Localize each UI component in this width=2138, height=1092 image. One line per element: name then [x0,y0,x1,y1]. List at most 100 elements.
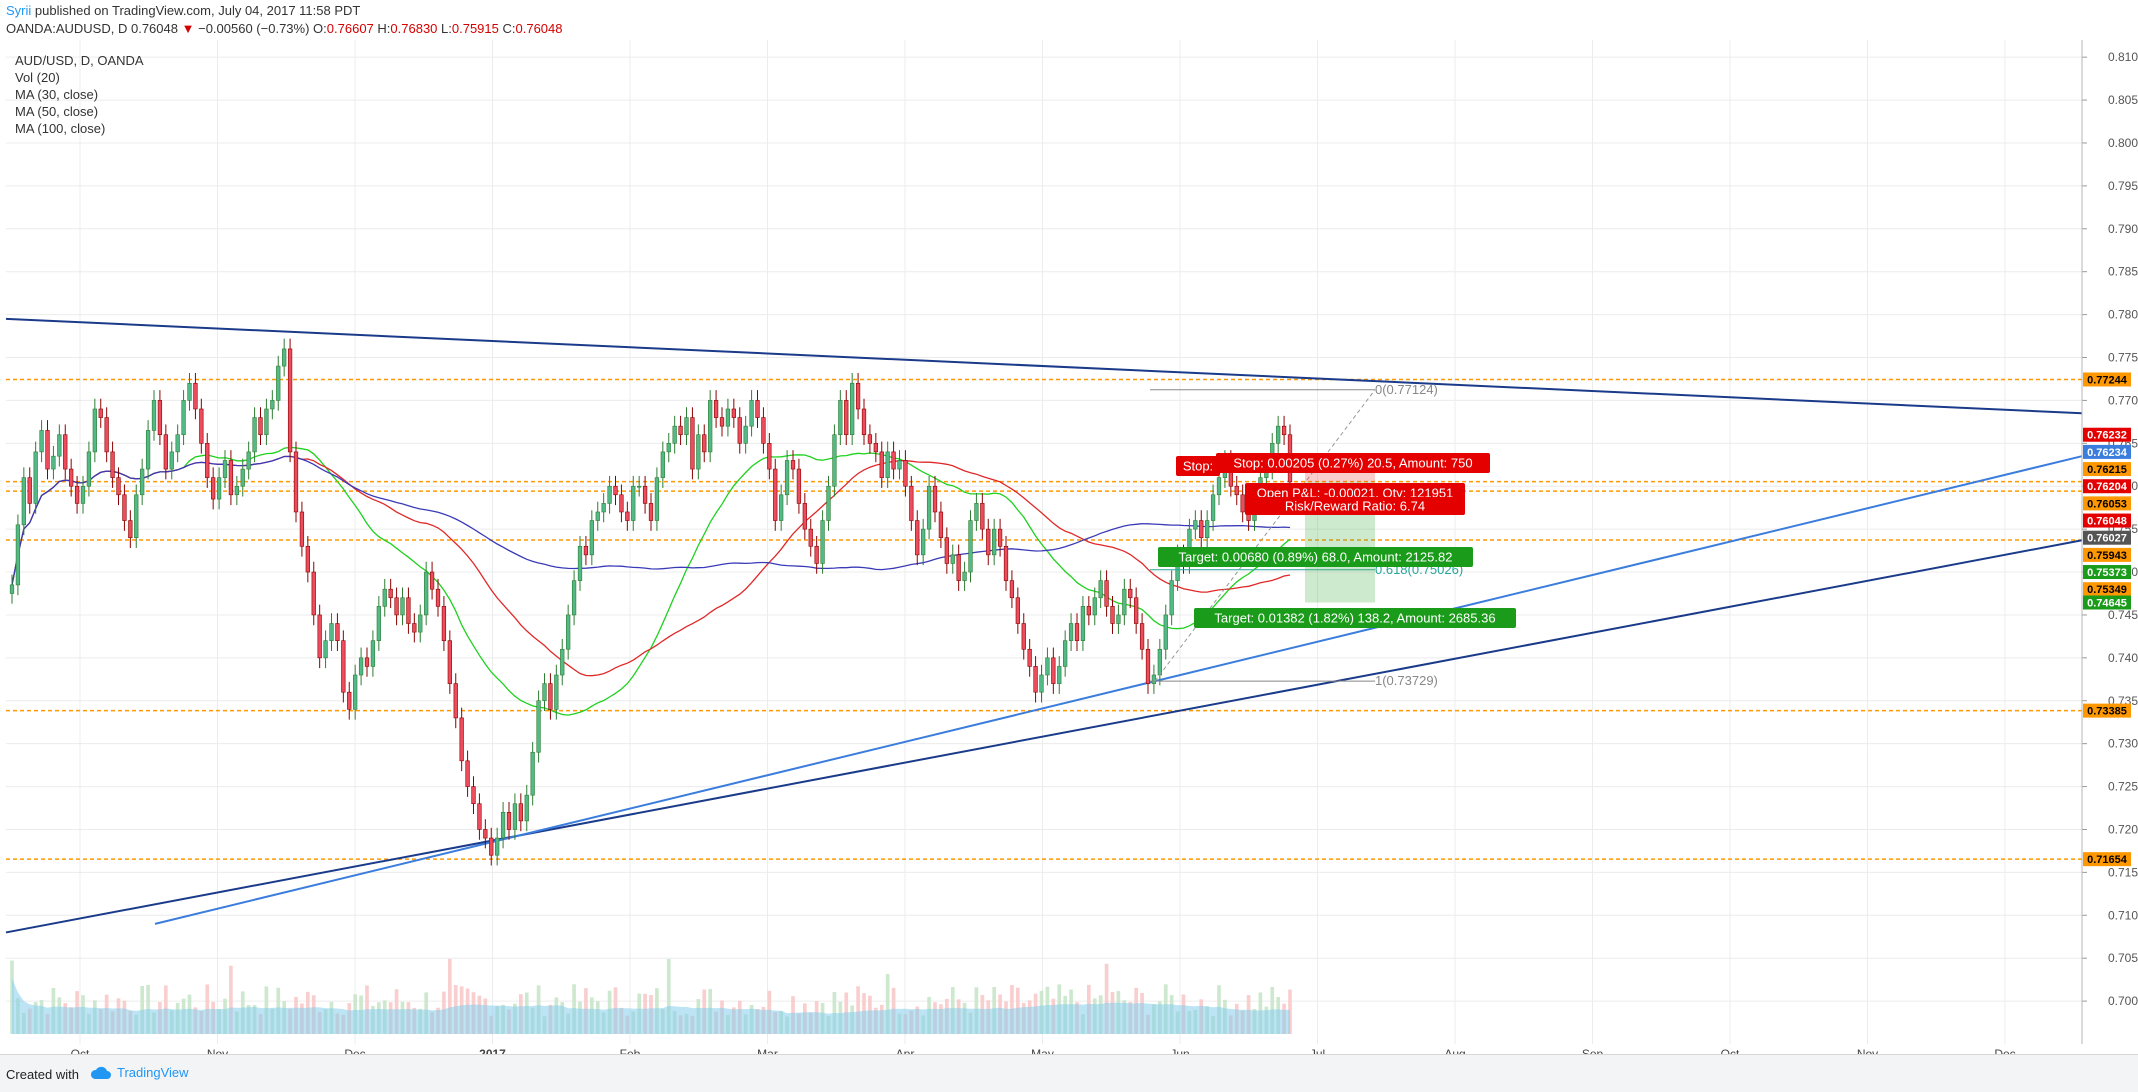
tradingview-logo[interactable]: TradingView [90,1065,189,1080]
candle-body [500,812,506,839]
target2-label-text: Target: 0.01382 (1.82%) 138.2, Amount: 2… [1214,611,1495,626]
candle-body [1151,674,1157,684]
candle-body [1145,648,1151,684]
price-tag-label: 0.76215 [2087,464,2127,476]
candle-body [287,348,293,453]
stop-short-text: Stop: [1183,459,1213,474]
candle-body [45,430,50,470]
candle-body [524,794,529,822]
candle-body [577,545,583,581]
candle-body [175,434,180,453]
candle-body [607,485,612,504]
candle-body [1063,640,1068,667]
price-tag-label: 0.76053 [2087,498,2127,510]
candle-body [879,451,884,478]
candle-body [666,443,671,453]
candle-body [429,571,435,590]
legend-ma50[interactable]: MA (50, close) [15,104,99,119]
y-tick-label: 0.81000 [2108,50,2138,64]
candle-body [583,545,589,556]
candle-body [648,503,654,521]
candle-body [536,700,541,753]
price-tag-label: 0.77244 [2087,374,2128,386]
tradingview-brand[interactable]: TradingView [117,1065,189,1080]
candle-body [696,434,701,470]
candle-body [708,400,713,453]
legend-volume[interactable]: Vol (20) [15,70,60,85]
candle-body [358,657,364,676]
candle-body [335,623,340,641]
price-axis[interactable]: 0.81000 0.80500 0.80000 0.79500 0.79000 0.785… [2081,40,2138,1044]
candle-body [802,503,807,530]
candle-body [737,417,742,444]
legend-ma100[interactable]: MA (100, close) [15,121,106,136]
fib-diagonal [1154,389,1376,682]
candle-body [678,425,683,436]
candle-body [749,400,754,427]
candle-body [932,485,938,513]
candle-body [560,648,565,676]
legend-ma30[interactable]: MA (30, close) [15,87,99,102]
candle-body [861,408,867,436]
candle-body [128,520,133,539]
candle-body [613,485,618,496]
candle-body [820,520,825,564]
candle-body [163,434,168,470]
candle-body [157,400,163,436]
candle-body [376,606,381,641]
y-tick-label: 0.72000 [2108,822,2138,836]
candle-body [1193,520,1198,530]
candle-body [122,494,127,521]
y-tick-label: 0.78000 [2108,308,2138,322]
candle-body [974,503,979,521]
candlesticks [9,338,1293,866]
position-overlay[interactable]: 0(0.77124)0.618(0.75026)1(0.73729)Stop: S… [1150,382,1516,688]
candle-body [1169,580,1174,616]
author-link[interactable]: Syrii [6,3,32,18]
candle-body [370,640,376,667]
candle-body [347,691,352,710]
candle-body [394,597,399,616]
candle-body [477,803,482,830]
candle-body [719,417,725,427]
last-price: 0.76048 [130,21,178,36]
candle-body [471,786,476,805]
risk-reward-label-box [1245,497,1465,515]
candle-body [116,477,121,496]
candle-body [205,443,210,478]
candle-body [364,657,370,667]
candle-body [1116,614,1121,624]
candle-body [1205,520,1210,539]
candle-body [844,400,849,436]
price-tag-label: 0.76048 [2087,516,2127,528]
candle-body [1057,666,1062,684]
candle-body [512,803,518,830]
candle-body [956,554,961,581]
candle-body [980,503,985,530]
low-label: L: [441,21,452,36]
candle-body [412,623,417,633]
volume-bar [832,991,837,1034]
candle-body [755,400,760,418]
candle-body [1234,485,1239,496]
price-tag-label: 0.75943 [2087,550,2127,562]
candle-body [447,640,452,684]
open-label: O: [313,21,327,36]
trendlines[interactable] [5,317,2083,934]
horizontal-levels[interactable] [6,378,2082,860]
y-tick-label: 0.72500 [2108,780,2138,794]
candle-body [311,571,316,616]
candle-body [1045,657,1050,676]
price-tag-box [2083,565,2131,580]
candle-body [21,477,26,526]
price-tag-label: 0.75373 [2087,567,2127,579]
candle-body [465,760,470,787]
candle-body [1074,623,1080,641]
candle-body [1092,597,1097,616]
y-tick-label: 0.70000 [2108,994,2138,1008]
candle-body [51,455,56,470]
legend-title[interactable]: AUD/USD, D, OANDA [15,53,144,68]
candle-body [435,588,441,607]
candle-body [601,503,606,513]
